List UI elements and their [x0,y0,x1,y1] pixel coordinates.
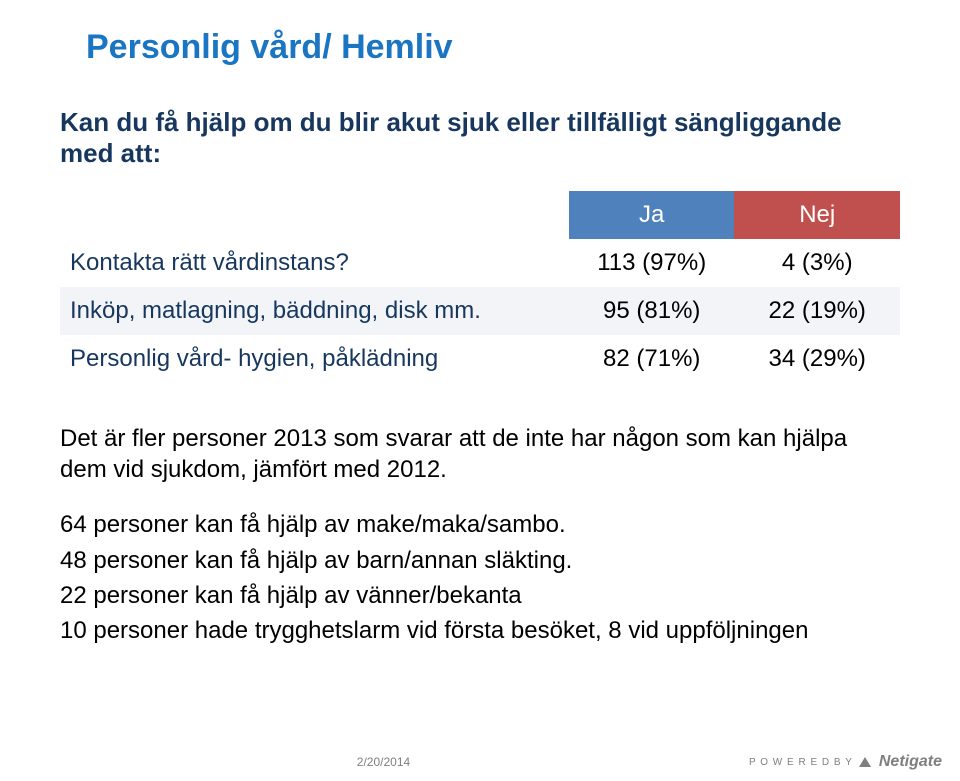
body-text-block: Det är fler personer 2013 som svarar att… [60,423,900,646]
table-row: Personlig vård- hygien, påklädning 82 (7… [60,335,900,383]
row-label: Personlig vård- hygien, påklädning [60,335,569,383]
question-subtitle: Kan du få hjälp om du blir akut sjuk ell… [60,107,900,169]
row-nej: 4 (3%) [734,239,900,287]
row-label: Inköp, matlagning, bäddning, disk mm. [60,287,569,335]
body-paragraph: 10 personer hade trygghetslarm vid först… [60,615,900,646]
body-paragraph: Det är fler personer 2013 som svarar att… [60,423,900,485]
body-paragraph: 48 personer kan få hjälp av barn/annan s… [60,545,900,576]
row-nej: 22 (19%) [734,287,900,335]
table-header-row: Ja Nej [60,191,900,239]
page-title: Personlig vård/ Hemliv [86,28,900,67]
footer-date: 2/20/2014 [357,755,410,769]
powered-label: P O W E R E D B Y [749,757,853,768]
slide: Personlig vård/ Hemliv Kan du få hjälp o… [0,0,960,781]
row-ja: 95 (81%) [569,287,735,335]
table-header-nej: Nej [734,191,900,239]
table-header-ja: Ja [569,191,735,239]
brand-triangle-icon [859,757,871,767]
row-ja: 113 (97%) [569,239,735,287]
row-nej: 34 (29%) [734,335,900,383]
body-paragraph: 22 personer kan få hjälp av vänner/bekan… [60,580,900,611]
table-row: Inköp, matlagning, bäddning, disk mm. 95… [60,287,900,335]
row-ja: 82 (71%) [569,335,735,383]
body-paragraph: 64 personer kan få hjälp av make/maka/sa… [60,509,900,540]
slide-footer: 2/20/2014 P O W E R E D B Y Netigate [0,753,960,771]
brand-name: Netigate [879,753,942,771]
response-table: Ja Nej Kontakta rätt vårdinstans? 113 (9… [60,191,900,383]
table-row: Kontakta rätt vårdinstans? 113 (97%) 4 (… [60,239,900,287]
table-header-empty [60,191,569,239]
footer-powered-by: P O W E R E D B Y Netigate [749,753,942,771]
row-label: Kontakta rätt vårdinstans? [60,239,569,287]
